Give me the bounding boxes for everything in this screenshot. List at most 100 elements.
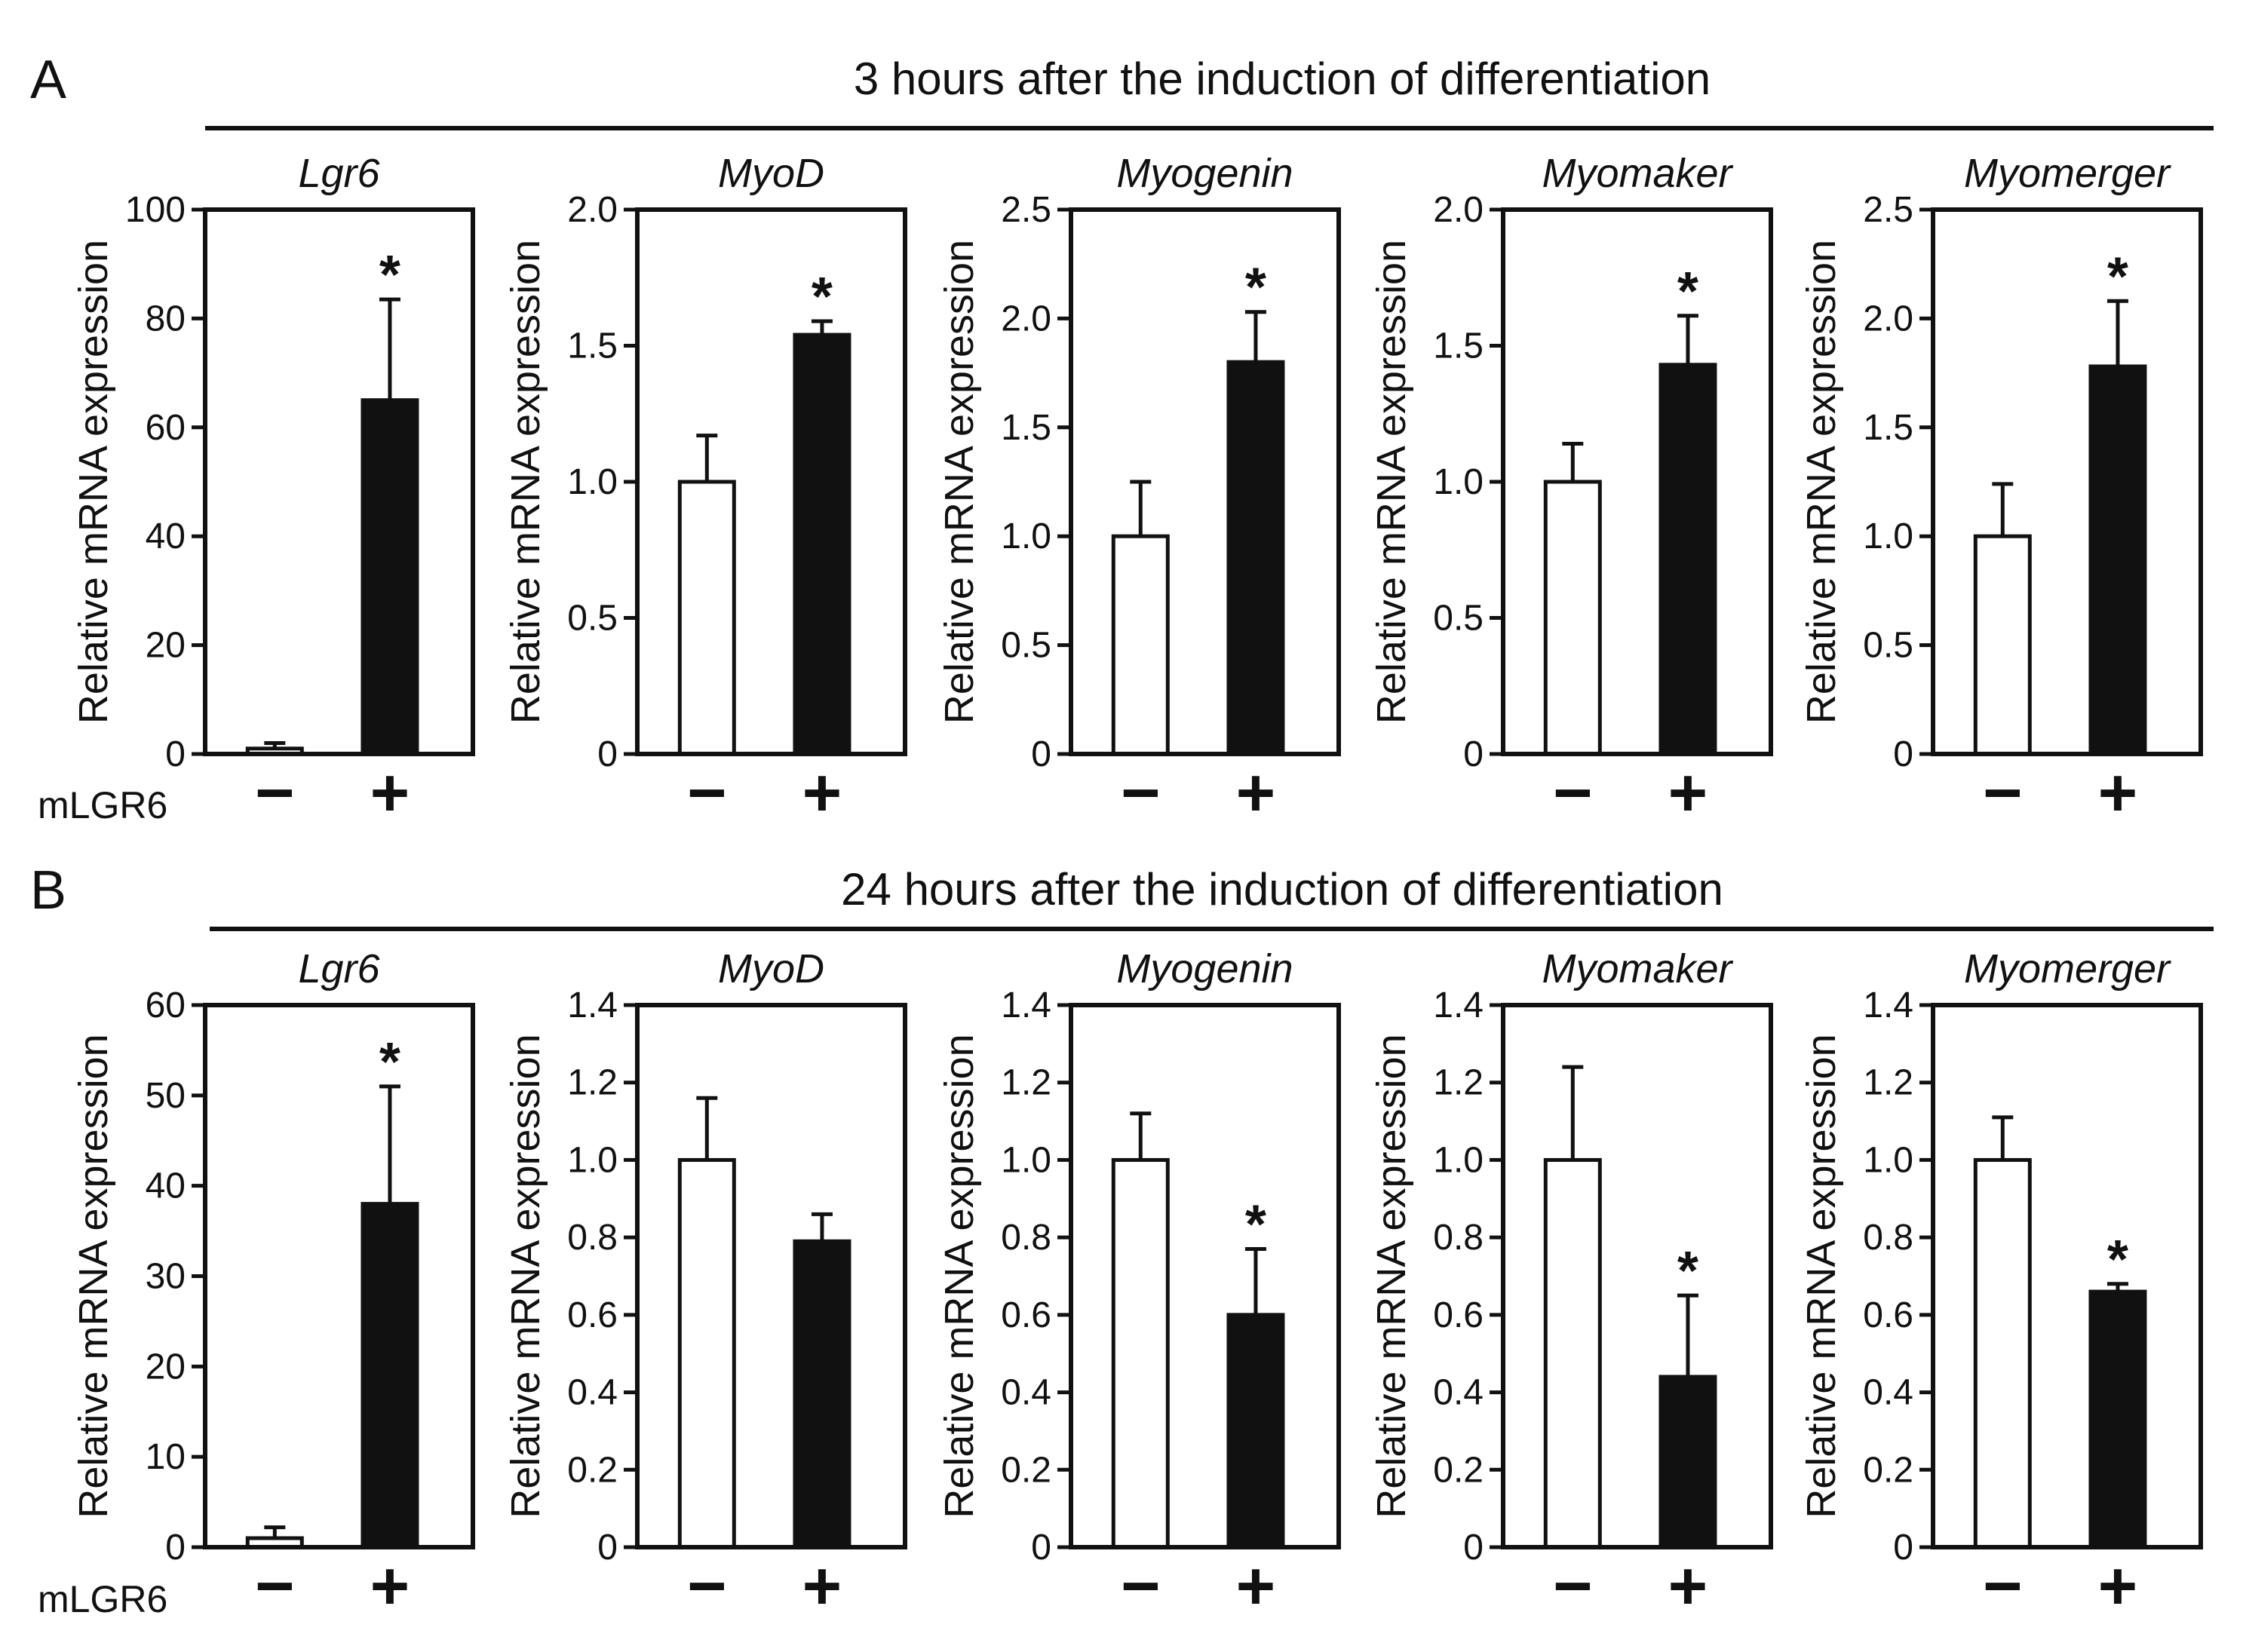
bar-treated (2088, 364, 2147, 756)
y-tick-label: 1.5 (567, 326, 618, 366)
x-category-label: − (1553, 756, 1593, 831)
bar-treated (361, 398, 419, 756)
plot-frame (203, 1003, 475, 1549)
y-axis-label: Relative mRNA expression (71, 1034, 116, 1518)
y-tick-label: 1.5 (1433, 326, 1484, 366)
y-tick-label: 60 (146, 408, 186, 448)
x-category-label: + (802, 1549, 842, 1624)
y-tick-label: 20 (146, 1347, 186, 1387)
bar-treated (361, 1202, 419, 1549)
x-category-label: + (1668, 1549, 1708, 1624)
y-axis-label: Relative mRNA expression (71, 240, 116, 724)
plot-frame (1501, 207, 1773, 756)
y-tick-label: 0 (165, 1528, 186, 1568)
y-axis-label: Relative mRNA expression (503, 1034, 548, 1518)
x-category-label: − (255, 756, 295, 831)
chart-a-myogenin: Myogenin Relative mRNA expression 0 0.5 1.0 1… (937, 151, 1341, 831)
plot-frame (635, 1003, 907, 1549)
y-tick-label: 0.4 (1863, 1373, 1913, 1413)
plot-frame (635, 207, 907, 756)
significance-asterisk: * (1245, 1195, 1266, 1255)
bar-control (1543, 1157, 1602, 1549)
y-tick-label: 0.8 (1001, 1218, 1051, 1258)
y-tick-label: 0.8 (1863, 1218, 1913, 1258)
chart-b-myod: MyoD Relative mRNA expression 0 0.2 0.4 0.6 0.… (503, 946, 907, 1624)
y-tick-label: 60 (146, 985, 186, 1025)
significance-asterisk: * (1245, 258, 1266, 318)
y-axis-label: Relative mRNA expression (1369, 1034, 1414, 1518)
x-category-label: + (370, 1549, 410, 1624)
y-tick-label: 1.2 (1863, 1063, 1913, 1103)
x-category-label: + (370, 756, 410, 831)
y-tick-label: 0 (1031, 734, 1051, 774)
section-a-title: 3 hours after the induction of different… (854, 54, 1711, 104)
y-tick-label: 10 (146, 1437, 186, 1477)
bar-control (1111, 534, 1170, 756)
y-tick-label: 0.5 (1863, 626, 1913, 666)
y-tick-label: 0 (1893, 1528, 1913, 1568)
y-tick-label: 1.4 (567, 985, 618, 1025)
panel-letter-a: A (30, 50, 66, 110)
y-tick-label: 0.4 (1001, 1373, 1051, 1413)
y-tick-label: 0.5 (1001, 626, 1051, 666)
y-tick-label: 0 (165, 734, 186, 774)
y-tick-label: 0.8 (1433, 1218, 1484, 1258)
x-category-label: + (1236, 756, 1276, 831)
y-tick-label: 2.0 (1433, 190, 1484, 230)
plot-frame (1069, 1003, 1341, 1549)
y-axis-label: Relative mRNA expression (937, 240, 982, 724)
y-tick-label: 1.0 (567, 1140, 618, 1180)
bar-treated (1658, 1375, 1717, 1549)
panel-letter-b: B (30, 860, 66, 921)
chart-a-myomerger: Myomerger Relative mRNA expression 0 0.5 1.0… (1799, 151, 2203, 831)
y-tick-label: 40 (146, 1166, 186, 1206)
y-tick-label: 2.0 (567, 190, 618, 230)
significance-asterisk: * (379, 245, 400, 305)
y-axis-label: Relative mRNA expression (937, 1034, 982, 1518)
plot-frame (1501, 1003, 1773, 1549)
bar-treated (793, 1239, 851, 1549)
y-tick-label: 1.2 (1001, 1063, 1051, 1103)
chart-title: Lgr6 (298, 946, 380, 992)
bar-treated (1226, 1313, 1285, 1549)
y-tick-label: 1.4 (1001, 985, 1051, 1025)
y-tick-label: 0 (1893, 734, 1913, 774)
y-tick-label: 1.0 (1433, 1140, 1484, 1180)
plot-frame (1069, 207, 1341, 756)
significance-asterisk: * (1677, 1241, 1698, 1301)
y-tick-label: 0.8 (567, 1218, 618, 1258)
x-category-label: − (1121, 1549, 1161, 1624)
y-tick-label: 100 (125, 190, 186, 230)
y-tick-label: 0.2 (567, 1450, 618, 1490)
y-tick-label: 40 (146, 516, 186, 556)
chart-title: MyoD (718, 151, 824, 196)
section-a-group-label: mLGR6 (38, 784, 167, 826)
x-category-label: − (687, 1549, 727, 1624)
chart-title: Myogenin (1116, 946, 1293, 992)
x-category-label: − (1983, 756, 2023, 831)
bar-treated (1658, 363, 1717, 756)
plot-frame (1931, 1003, 2203, 1549)
y-tick-label: 2.5 (1863, 190, 1913, 230)
y-tick-label: 0 (1463, 1528, 1484, 1568)
y-tick-label: 50 (146, 1076, 186, 1116)
y-tick-label: 0.6 (1863, 1295, 1913, 1335)
y-tick-label: 1.4 (1863, 985, 1913, 1025)
y-tick-label: 2.0 (1001, 299, 1051, 339)
significance-asterisk: * (2107, 247, 2128, 307)
y-tick-label: 1.5 (1863, 408, 1913, 448)
y-axis-label: Relative mRNA expression (1799, 1034, 1844, 1518)
y-tick-label: 0.2 (1001, 1450, 1051, 1490)
y-tick-label: 0.5 (567, 599, 618, 639)
chart-title: Myomerger (1964, 946, 2171, 992)
chart-b-lgr6: Lgr6 Relative mRNA expression 0 10 20 30 40 50 6… (71, 946, 475, 1624)
chart-title: MyoD (718, 946, 824, 992)
bar-control (677, 1157, 736, 1549)
chart-title: Myomaker (1542, 946, 1733, 992)
chart-b-myogenin: Myogenin Relative mRNA expression 0 0.2 0.4 0… (937, 946, 1341, 1624)
chart-title: Myogenin (1116, 151, 1293, 196)
y-tick-label: 0.2 (1863, 1450, 1913, 1490)
y-tick-label: 2.5 (1001, 190, 1051, 230)
y-tick-label: 0 (1463, 734, 1484, 774)
bar-treated (2088, 1289, 2147, 1549)
